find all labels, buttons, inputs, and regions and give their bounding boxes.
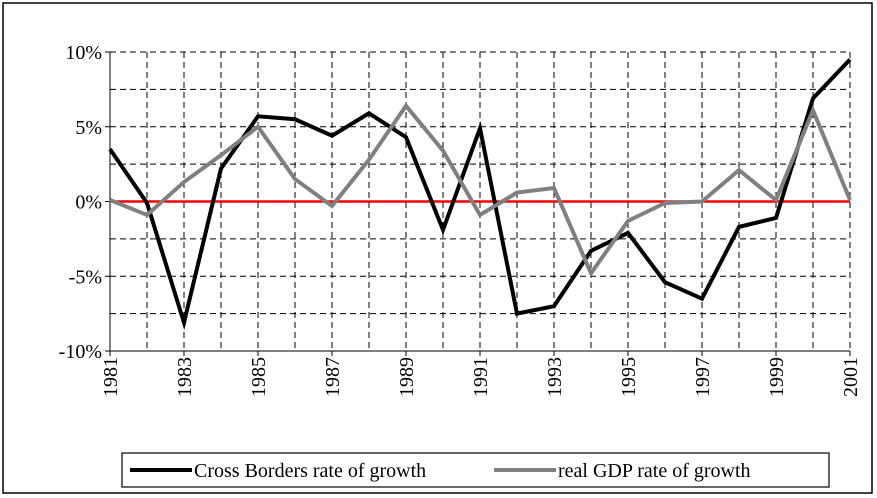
x-tick-label: 1983 bbox=[174, 357, 196, 397]
x-tick-label: 1999 bbox=[766, 357, 788, 397]
legend-box bbox=[121, 452, 830, 488]
x-tick-label: 1987 bbox=[322, 357, 344, 397]
legend-label: Cross Borders rate of growth bbox=[194, 460, 426, 482]
y-tick-label: 5% bbox=[75, 117, 102, 139]
line-series bbox=[109, 102, 852, 278]
x-tick-label: 1997 bbox=[692, 357, 714, 397]
y-tick-label: 0% bbox=[75, 192, 102, 214]
x-tick-label: 1985 bbox=[248, 357, 270, 397]
x-tick-label: 1991 bbox=[470, 357, 492, 397]
y-tick-label: 10% bbox=[65, 42, 102, 64]
x-tick-label: 1993 bbox=[544, 357, 566, 397]
x-tick-label: 1989 bbox=[396, 357, 418, 397]
x-tick-label: 1995 bbox=[618, 357, 640, 397]
y-tick-label: -10% bbox=[59, 341, 102, 363]
x-tick-label: 1981 bbox=[100, 357, 122, 397]
line-series bbox=[108, 58, 852, 331]
y-tick-label: -5% bbox=[69, 266, 102, 288]
legend-label: real GDP rate of growth bbox=[558, 460, 751, 482]
x-tick-label: 2001 bbox=[840, 357, 862, 397]
